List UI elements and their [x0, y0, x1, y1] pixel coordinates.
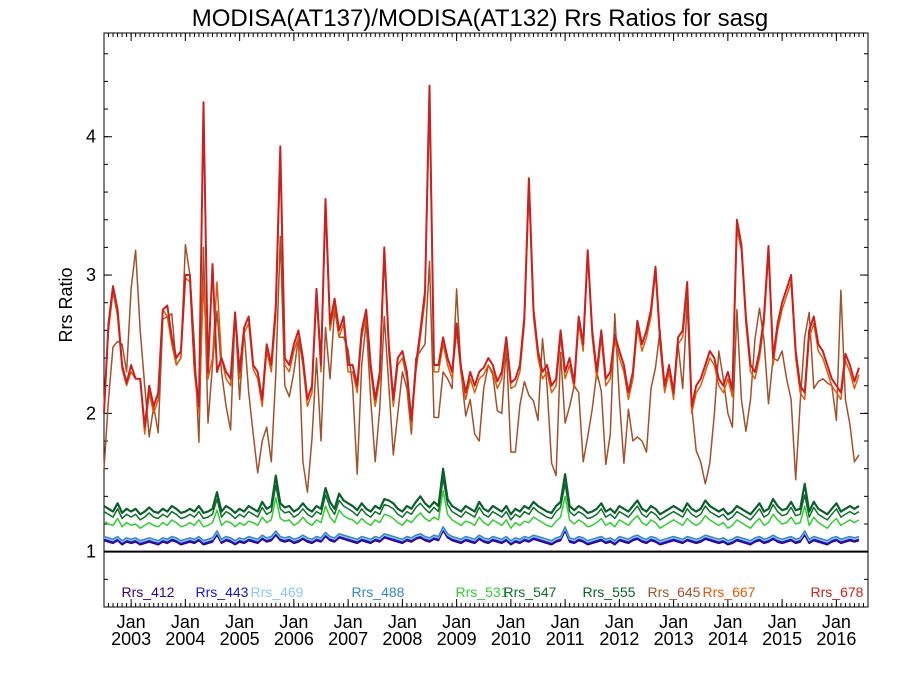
series-line-rrs-443 [103, 528, 860, 545]
plot-area: 1234Jan2003Jan2004Jan2005Jan2006Jan2007J… [86, 32, 869, 649]
x-tick-label-year: 2015 [762, 629, 802, 649]
x-tick-label-year: 2012 [599, 629, 639, 649]
x-tick-label-year: 2006 [274, 629, 314, 649]
x-tick-label-month: Jan [496, 612, 525, 632]
legend-label-rrs-488: Rrs_488 [352, 584, 405, 600]
x-tick-label-year: 2010 [491, 629, 531, 649]
series-line-rrs-547 [103, 477, 860, 521]
x-tick-label-month: Jan [225, 612, 254, 632]
series-line-rrs-412 [103, 530, 860, 546]
legend-label-rrs-469: Rrs_469 [251, 584, 304, 600]
x-tick-label-year: 2013 [654, 629, 694, 649]
series-line-rrs-531 [103, 490, 860, 529]
x-tick-label-month: Jan [442, 612, 471, 632]
x-tick-label-month: Jan [605, 612, 634, 632]
x-tick-label-year: 2008 [382, 629, 422, 649]
legend-label-rrs-412: Rrs_412 [122, 584, 175, 600]
x-tick-label-month: Jan [768, 612, 797, 632]
x-tick-label-year: 2005 [220, 629, 260, 649]
x-tick-label-year: 2011 [546, 629, 585, 649]
x-tick-label-month: Jan [117, 612, 146, 632]
legend-label-rrs-531: Rrs_531 [456, 584, 509, 600]
x-tick-label-year: 2003 [111, 629, 151, 649]
legend-label-rrs-667: Rrs_667 [703, 584, 756, 600]
x-tick-label-year: 2016 [816, 629, 856, 649]
x-tick-label-month: Jan [388, 612, 417, 632]
legend-label-rrs-645: Rrs_645 [648, 584, 701, 600]
plot-frame [103, 32, 869, 608]
y-tick-label: 3 [86, 265, 96, 285]
x-tick-label-month: Jan [659, 612, 688, 632]
legend-label-rrs-547: Rrs_547 [504, 584, 557, 600]
legend-label-rrs-678: Rrs_678 [811, 584, 864, 600]
legend-label-rrs-443: Rrs_443 [196, 584, 249, 600]
y-tick-label: 1 [86, 542, 96, 562]
x-tick-label-year: 2014 [708, 629, 748, 649]
series-line-rrs-645 [103, 235, 860, 493]
x-tick-label-month: Jan [334, 612, 363, 632]
y-tick-label: 2 [86, 403, 96, 423]
x-tick-label-year: 2007 [328, 629, 368, 649]
x-tick-label-month: Jan [551, 612, 580, 632]
series-line-rrs-555 [103, 467, 860, 516]
x-tick-label-month: Jan [713, 612, 742, 632]
y-axis-label: Rrs Ratio [56, 267, 76, 342]
x-tick-label-month: Jan [279, 612, 308, 632]
x-tick-label-year: 2009 [437, 629, 477, 649]
series-line-rrs-469 [103, 527, 860, 543]
series-line-rrs-488 [103, 526, 860, 542]
x-tick-label-month: Jan [171, 612, 200, 632]
chart-title: MODISA(AT137)/MODISA(AT132) Rrs Ratios f… [192, 5, 769, 32]
series-line-rrs-678 [103, 84, 860, 429]
y-tick-label: 4 [86, 127, 96, 147]
x-tick-label-month: Jan [822, 612, 851, 632]
series-line-rrs-667 [103, 94, 860, 435]
x-tick-label-year: 2004 [165, 629, 205, 649]
legend-label-rrs-555: Rrs_555 [583, 584, 636, 600]
